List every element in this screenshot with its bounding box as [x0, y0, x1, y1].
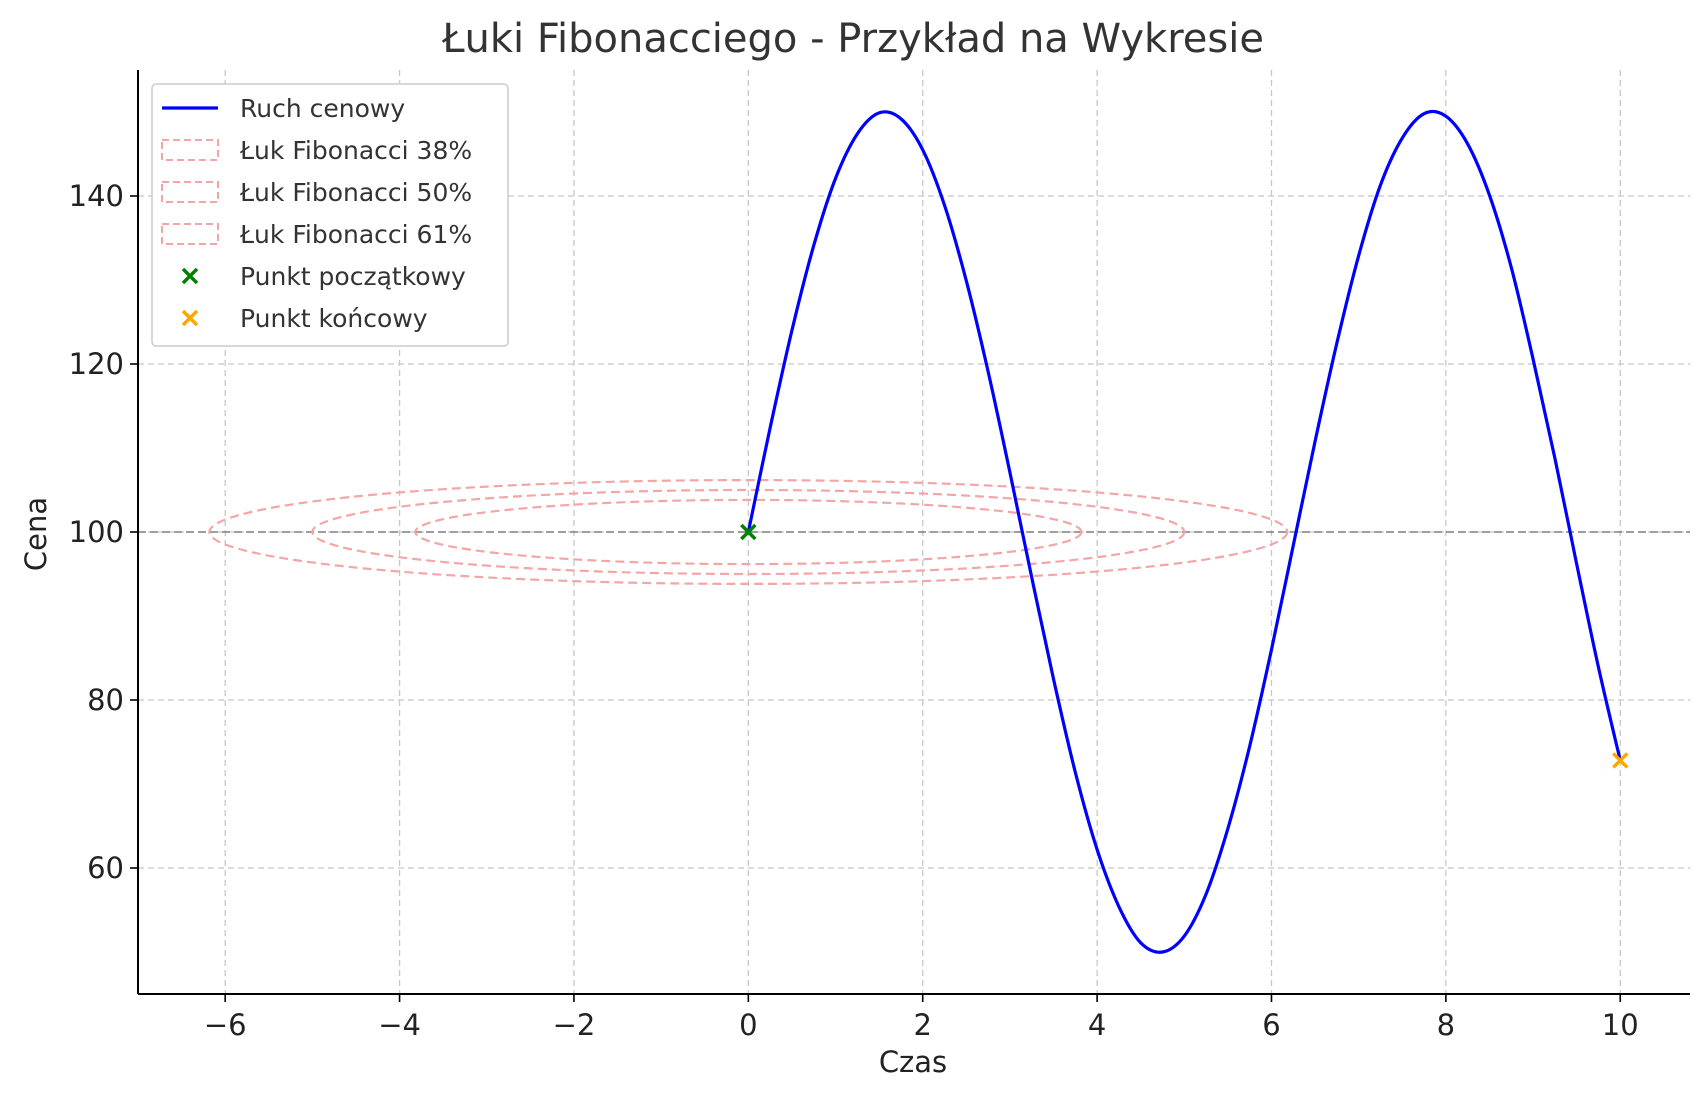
legend-symbol-arc [161, 139, 219, 161]
legend-symbol-arc [161, 181, 219, 203]
y-tick-label: 120 [69, 347, 124, 381]
legend: Ruch cenowy Łuk Fibonacci 38% Łuk Fibonacc… [151, 83, 509, 347]
legend-label: Łuk Fibonacci 50% [239, 178, 472, 207]
legend-symbol-arc [161, 223, 219, 245]
fibonacci-arcs [208, 478, 1289, 586]
y-tick-label: 60 [87, 851, 124, 885]
y-tick-label: 140 [69, 179, 124, 213]
fibonacci-arc [208, 478, 1289, 586]
price-line [746, 109, 1622, 954]
point-marker [740, 523, 757, 541]
legend-symbol-marker [181, 309, 199, 327]
y-tick-label: 80 [87, 683, 124, 717]
x-tick-label: 8 [1437, 1008, 1455, 1042]
legend-label: Ruch cenowy [240, 94, 405, 123]
x-tick-label: 10 [1602, 1008, 1639, 1042]
series-layer [746, 109, 1622, 954]
x-tick-label: −2 [553, 1008, 596, 1042]
y-tick-label: 100 [69, 515, 124, 549]
x-tick-label: 2 [913, 1008, 931, 1042]
x-tick-label: −4 [378, 1008, 421, 1042]
fibonacci-arc [311, 488, 1186, 576]
x-tick-label: 4 [1088, 1008, 1106, 1042]
legend-box [151, 83, 509, 347]
legend-label: Łuk Fibonacci 61% [239, 220, 472, 249]
y-axis-label: Cena [19, 497, 53, 571]
legend-label: Punkt początkowy [240, 262, 466, 291]
x-tick-label: 0 [739, 1008, 757, 1042]
legend-label: Łuk Fibonacci 38% [239, 136, 472, 165]
legend-symbol-marker [181, 267, 199, 285]
point-marker [1612, 752, 1629, 769]
legend-label: Punkt końcowy [240, 304, 428, 333]
x-tick-label: −6 [204, 1008, 247, 1042]
fibonacci-arc [414, 498, 1083, 566]
marker-layer [740, 523, 1629, 769]
tick-labels: −6 −4 −2 0 2 4 6 8 10 60 80 100 120 140 [69, 179, 1639, 1042]
x-tick-label: 6 [1262, 1008, 1280, 1042]
chart-title: Łuki Fibonacciego - Przykład na Wykresie [441, 16, 1264, 62]
x-axis-label: Czas [879, 1045, 947, 1079]
